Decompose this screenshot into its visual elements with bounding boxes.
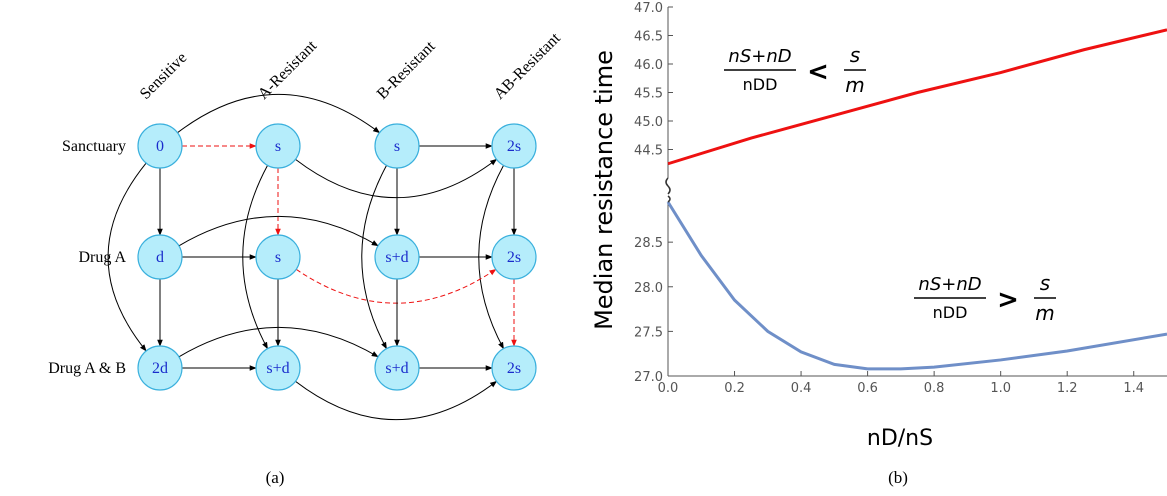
node	[255, 234, 301, 280]
annotation-rhs-numerator: s	[850, 43, 860, 67]
node	[137, 234, 183, 280]
y-axis-label: Median resistance time	[590, 50, 618, 330]
node-label: s+d	[266, 360, 289, 377]
line-series	[666, 201, 1167, 371]
y-tick-label: 27.5	[634, 325, 663, 340]
node-label: s+d	[385, 249, 408, 266]
node-label: 2d	[152, 360, 168, 377]
node	[255, 123, 301, 169]
annotation-denominator: nDD	[933, 303, 968, 322]
node-label: 2s	[507, 360, 521, 377]
row-label: Drug A & B	[48, 360, 126, 377]
x-axis-label: nD/nS	[867, 426, 933, 451]
annotation-relation: <	[807, 57, 829, 87]
node	[491, 234, 537, 280]
node	[255, 345, 301, 391]
chart: 44.5 45.0 45.5 46.0 46.5 47.0 Median resistanc…	[590, 1, 1167, 451]
column-label: Sensitive	[137, 49, 191, 103]
node-label: 0	[156, 138, 164, 155]
node	[137, 345, 183, 391]
annotation-rhs-denominator: m	[845, 73, 864, 97]
column-label: AB-Resistant	[491, 29, 564, 102]
edge	[295, 268, 497, 304]
row-label: Drug A	[78, 249, 126, 266]
node	[491, 123, 537, 169]
x-tick-label: 0.2	[724, 381, 745, 396]
edge	[178, 216, 379, 247]
x-tick-label: 0.8	[924, 381, 945, 396]
y-tick-label: 28.5	[634, 236, 663, 251]
node	[374, 123, 420, 169]
x-tick-label: 1.4	[1123, 381, 1144, 396]
node	[374, 345, 420, 391]
row-label: Sanctuary	[62, 138, 126, 155]
y-tick-label: 27.0	[634, 370, 663, 385]
node	[137, 123, 183, 169]
annotation-rhs-numerator: s	[1040, 271, 1050, 295]
node	[374, 234, 420, 280]
annotation-rhs-denominator: m	[1035, 301, 1054, 325]
x-tick-label: 0.4	[791, 381, 812, 396]
edge	[295, 158, 498, 199]
node-label: s	[394, 138, 400, 155]
line-series	[667, 28, 1167, 166]
edge	[295, 380, 498, 421]
edge	[177, 93, 381, 134]
edge	[361, 165, 387, 350]
state-diagram: Sensitive A-Resistant B-Resistant AB-Resist…	[48, 29, 564, 421]
x-tick-label: 1.0	[990, 381, 1011, 396]
node	[491, 345, 537, 391]
y-tick-label: 46.5	[634, 30, 663, 45]
y-tick-label: 46.0	[634, 58, 663, 73]
axis-break	[667, 195, 671, 203]
node-label: 2s	[507, 138, 521, 155]
annotation-relation: >	[997, 285, 1019, 315]
annotation-denominator: nDD	[743, 75, 778, 94]
caption-b: (b)	[888, 468, 908, 487]
axis-break	[665, 177, 671, 195]
y-tick-label: 47.0	[634, 1, 663, 16]
y-tick-label: 28.0	[634, 281, 663, 296]
edge	[107, 162, 147, 352]
annotation-numerator: nS+nD	[728, 46, 791, 67]
x-tick-label: 0.0	[658, 381, 679, 396]
node-label: s	[275, 138, 281, 155]
node-label: s	[275, 249, 281, 266]
x-tick-label: 0.6	[857, 381, 878, 396]
column-label: A-Resistant	[255, 37, 321, 103]
column-label: B-Resistant	[374, 38, 439, 103]
caption-a: (a)	[266, 468, 285, 487]
node-label: 2s	[507, 249, 521, 266]
y-tick-label: 44.5	[634, 144, 663, 159]
node-label: d	[156, 249, 164, 266]
y-tick-label: 45.0	[634, 115, 663, 130]
edge	[178, 327, 379, 358]
x-tick-label: 1.2	[1057, 381, 1078, 396]
y-tick-label: 45.5	[634, 87, 663, 102]
annotation-numerator: nS+nD	[918, 274, 981, 295]
node-label: s+d	[385, 360, 408, 377]
